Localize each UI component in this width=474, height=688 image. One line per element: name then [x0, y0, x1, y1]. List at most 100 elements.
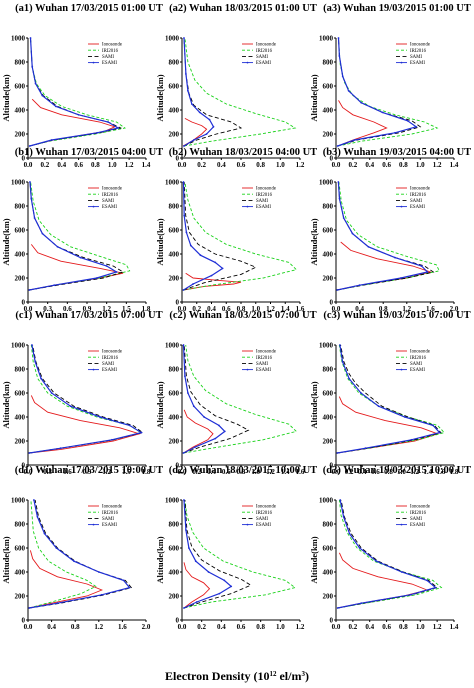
x-tick-label: 0.6: [237, 161, 246, 169]
y-tick-label: 400: [169, 568, 180, 576]
x-tick-label: 0.9: [83, 305, 92, 313]
y-tick-label: 200: [323, 592, 334, 600]
x-tick-label: 0.8: [399, 161, 408, 169]
x-tick-label: 1.2: [402, 305, 411, 313]
x-tick-label: 0.0: [332, 468, 341, 476]
y-tick-label: 400: [169, 106, 180, 114]
data-point-esami: [218, 592, 221, 595]
legend-marker-esami: [92, 61, 95, 64]
data-point-esami: [358, 284, 361, 287]
x-tick-label: 0.8: [71, 623, 80, 631]
data-point-esami: [194, 446, 197, 448]
legend-marker-esami: [246, 523, 249, 526]
legend-label-ionosonde: Ionosonde: [410, 350, 430, 355]
legend-marker-esami: [246, 61, 249, 64]
data-point-esami: [56, 602, 59, 605]
data-point-esami: [420, 265, 423, 267]
data-point-esami: [336, 289, 339, 291]
legend-label-sami: SAMI: [256, 517, 268, 522]
y-axis-label: Altitude(km): [1, 218, 11, 265]
y-tick-label: 200: [169, 130, 180, 138]
legend-label-ionosonde: Ionosonde: [410, 505, 430, 510]
x-tick-label: 1.2: [410, 468, 419, 476]
data-point-esami: [410, 438, 413, 441]
panel-title: (a3) Wuhan 19/03/2015 01:00 UT: [323, 3, 471, 14]
x-tick-label: 1.5: [122, 468, 131, 476]
data-point-esami: [348, 532, 351, 535]
data-point-esami: [214, 261, 217, 264]
data-point-esami: [230, 585, 233, 588]
data-point-esami: [406, 119, 409, 122]
x-tick-label: 1.4: [281, 305, 290, 313]
series-line-ionosonde: [183, 562, 211, 609]
data-point-esami: [337, 181, 340, 183]
series-line-ionosonde: [29, 550, 103, 609]
x-tick-label: 0.3: [43, 468, 52, 476]
y-tick-label: 600: [15, 544, 26, 552]
legend-marker-esami: [92, 368, 95, 371]
y-tick-label: 400: [323, 568, 334, 576]
x-tick-label: 0.6: [63, 305, 72, 313]
y-tick-label: 1000: [11, 496, 26, 504]
series-line-sami: [337, 344, 442, 454]
x-tick-label: 1.4: [423, 468, 432, 476]
y-axis-label: Altitude(km): [1, 381, 11, 428]
x-tick-label: 0.2: [348, 161, 357, 169]
series-line-ionosonde: [182, 118, 208, 147]
legend-marker-esami: [92, 523, 95, 526]
y-tick-label: 0: [22, 616, 26, 624]
data-point-esami: [183, 37, 185, 39]
data-point-esami: [351, 232, 354, 235]
x-tick-label: 1.2: [296, 623, 305, 631]
panel-d1: (d1) Wuhan 17/03/2015 10:00 UT Altitude(k…: [1, 465, 163, 631]
y-tick-label: 0: [176, 298, 180, 306]
data-point-esami: [28, 607, 31, 609]
x-tick-label: 0.4: [355, 305, 364, 313]
data-point-esami: [336, 145, 339, 147]
y-tick-label: 400: [15, 568, 26, 576]
legend-label-iri2016: IRI2016: [410, 356, 427, 361]
panel-title: (b2) Wuhan 18/03/2015 04:00 UT: [169, 147, 317, 158]
series-line-esami: [29, 499, 131, 609]
y-tick-label: 1000: [11, 341, 26, 349]
data-point-esami: [415, 125, 417, 128]
data-point-esami: [367, 245, 370, 248]
data-point-esami: [347, 89, 350, 92]
y-tick-label: 1000: [165, 341, 180, 349]
x-tick-label: 1.4: [450, 623, 459, 631]
x-tick-label: 0.4: [365, 623, 374, 631]
legend-marker-esami: [400, 523, 403, 526]
y-tick-label: 1000: [319, 34, 334, 42]
data-point-esami: [341, 360, 344, 363]
x-tick-label: 0.2: [197, 623, 206, 631]
data-point-esami: [53, 284, 56, 287]
series-line-ionosonde: [183, 409, 214, 454]
data-point-esami: [342, 217, 345, 219]
data-point-esami: [364, 447, 367, 450]
legend-label-esami: ESAMI: [410, 61, 425, 66]
data-point-esami: [339, 344, 341, 346]
x-tick-label: 0.2: [345, 468, 354, 476]
x-tick-label: 0.4: [57, 161, 66, 169]
x-tick-label: 2.0: [450, 305, 459, 313]
y-tick-label: 200: [15, 274, 26, 282]
x-tick-label: 0.8: [256, 161, 265, 169]
data-point-esami: [381, 111, 384, 114]
series-line-esami: [182, 181, 224, 291]
series-line-esami: [29, 344, 143, 454]
x-tick-label: 1.4: [450, 161, 459, 169]
x-tick-label: 0.2: [348, 623, 357, 631]
y-tick-label: 600: [169, 82, 180, 90]
panel-title: (a2) Wuhan 18/03/2015 01:00 UT: [169, 3, 317, 14]
data-point-esami: [348, 377, 351, 380]
x-tick-label: 0.0: [24, 161, 33, 169]
legend-label-ionosonde: Ionosonde: [256, 187, 276, 192]
data-point-esami: [69, 405, 72, 408]
x-tick-label: 0.6: [382, 161, 391, 169]
x-tick-label: 1.2: [102, 468, 111, 476]
panel-a2: (a2) Wuhan 18/03/2015 01:00 UT Altitude(k…: [155, 3, 317, 169]
y-tick-label: 200: [15, 130, 26, 138]
data-point-esami: [77, 113, 80, 116]
legend-label-esami: ESAMI: [410, 523, 425, 528]
y-tick-label: 600: [169, 389, 180, 397]
